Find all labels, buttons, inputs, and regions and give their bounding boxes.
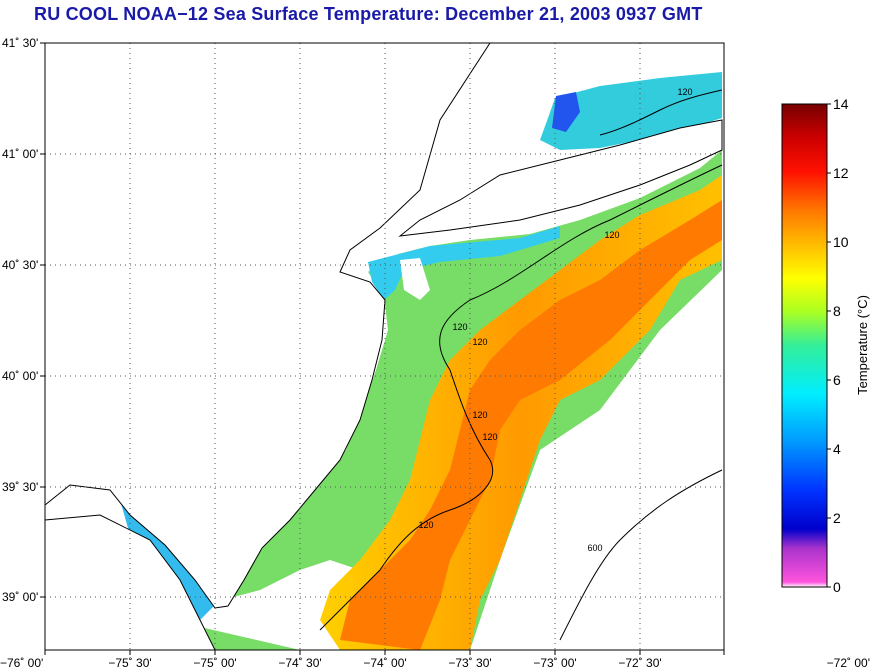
lat-tick-label: 41˚ 30': [2, 36, 38, 50]
delaware-bay-sst: [120, 500, 215, 620]
hot-core-sst: [340, 200, 722, 650]
colorbar-tick-label: 10: [833, 234, 849, 250]
lat-tick-label: 40˚ 00': [2, 369, 38, 383]
contour-label: 120: [677, 87, 692, 97]
colorbar-tick-label: 4: [833, 441, 841, 457]
lon-tick-label: −74˚ 00': [363, 656, 406, 670]
lon-tick-label: −74˚ 30': [278, 656, 321, 670]
colorbar-tick-label: 14: [833, 96, 849, 112]
lat-tick-label: 39˚ 30': [2, 480, 38, 494]
contour-label: 120: [604, 230, 619, 240]
nj-land: [45, 43, 491, 609]
lon-tick-label: −72˚ 30': [618, 656, 661, 670]
lat-tick-label: 40˚ 30': [2, 258, 38, 272]
cool-coastal-band: [368, 226, 560, 300]
colorbar-label: Temperature (°C): [855, 295, 870, 395]
contour-label: 120: [472, 337, 487, 347]
lat-tick-label: 39˚ 00': [2, 590, 38, 604]
colorbar: 14 12 10 8 6 4 2 0 Temperature (°C): [781, 96, 870, 595]
lon-tick-label: −73˚ 30': [448, 656, 491, 670]
lon-tick-label: −72˚ 00': [827, 656, 870, 670]
lon-tick-label: −73˚ 00': [533, 656, 576, 670]
contour-600m: [559, 469, 723, 641]
lat-tick-label: 41˚ 00': [2, 147, 38, 161]
contour-label: 600: [587, 543, 602, 553]
contour-label: 120: [452, 322, 467, 332]
long-island-land: [398, 119, 723, 237]
bathymetry-contours: [319, 89, 723, 641]
colorbar-tick-label: 8: [833, 303, 841, 319]
contour-label: 120: [482, 432, 497, 442]
colorbar-tick-label: 12: [833, 165, 849, 181]
contour-120m-inner: [599, 89, 723, 136]
delmarva-land: [45, 514, 216, 650]
sst-imagery: [120, 72, 722, 650]
lon-tick-label: −75˚ 30': [108, 656, 151, 670]
colorbar-tick-label: 0: [833, 579, 841, 595]
colorbar-ramp: [781, 103, 828, 588]
colorbar-tick-label: 6: [833, 372, 841, 388]
contour-120m: [319, 164, 723, 631]
map-title: RU COOL NOAA−12 Sea Surface Temperature:…: [34, 4, 703, 24]
colorbar-tick-label: 2: [833, 510, 841, 526]
lon-tick-label: −76˚ 00': [0, 656, 43, 670]
contour-label: 120: [418, 520, 433, 530]
sound-cool-patch: [552, 92, 580, 132]
cloud-mask: [400, 258, 430, 300]
contour-label: 120: [472, 410, 487, 420]
lon-tick-label: −75˚ 00': [193, 656, 236, 670]
